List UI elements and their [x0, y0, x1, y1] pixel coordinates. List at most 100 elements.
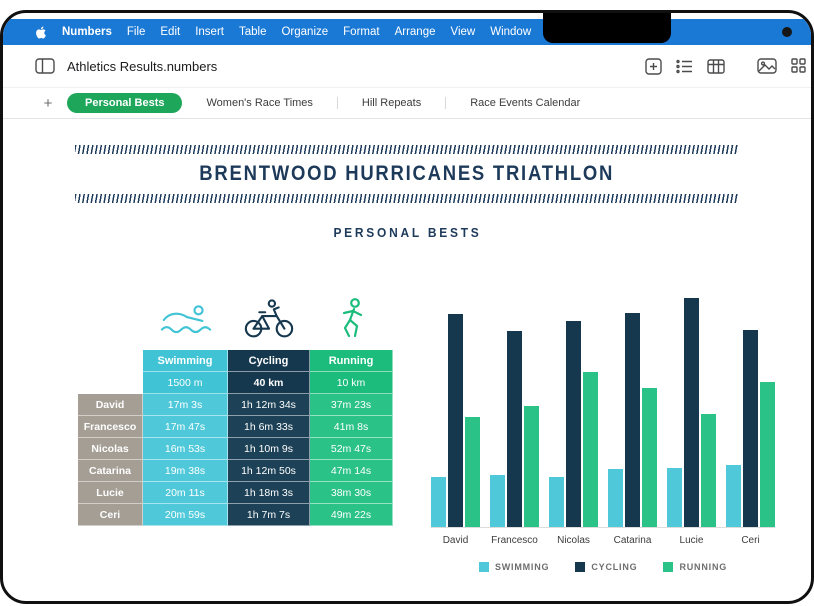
page-subtitle: PERSONAL BESTS [332, 225, 482, 240]
list-view-icon[interactable] [676, 59, 693, 74]
tab-personal-bests[interactable]: Personal Bests [67, 93, 183, 113]
value-cell-swimming[interactable]: 17m 47s [143, 416, 228, 438]
bar-cycling-catarina[interactable] [625, 313, 640, 527]
cycling-icon [242, 298, 296, 340]
bar-swimming-lucie[interactable] [667, 468, 682, 527]
bar-swimming-david[interactable] [431, 477, 446, 527]
menu-insert[interactable]: Insert [195, 26, 224, 38]
menu-format[interactable]: Format [343, 26, 380, 38]
value-cell-swimming[interactable]: 20m 59s [143, 504, 228, 526]
value-cell-cycling[interactable]: 1h 6m 33s [228, 416, 310, 438]
bar-cycling-ceri[interactable] [743, 330, 758, 527]
legend-label-swimming: SWIMMING [494, 562, 550, 572]
menu-numbers[interactable]: Numbers [62, 26, 112, 38]
page-title: BRENTWOOD HURRICANES TRIATHLON [199, 162, 615, 185]
row-name-cell[interactable]: David [78, 394, 143, 416]
row-name-cell[interactable]: Lucie [78, 482, 143, 504]
col-distance-swimming[interactable]: 1500 m [143, 372, 228, 394]
menu-arrange[interactable]: Arrange [394, 26, 436, 38]
legend-swatch-swimming [478, 562, 489, 572]
row-name-cell[interactable]: Ceri [78, 504, 143, 526]
row-name-cell[interactable]: Francesco [78, 416, 143, 438]
col-header-swimming[interactable]: Swimming [143, 350, 228, 372]
chart-xlabels: David Francesco Nicolas Catarina Lucie Ceri [431, 535, 775, 546]
table-row: Nicolas 16m 53s 1h 10m 9s 52m 47s [78, 438, 393, 460]
bar-group-david [431, 314, 480, 527]
chart-category-label: Nicolas [557, 535, 590, 546]
value-cell-running[interactable]: 37m 23s [310, 394, 393, 416]
value-cell-running[interactable]: 38m 30s [310, 482, 393, 504]
menu-edit[interactable]: Edit [160, 26, 181, 38]
sidebar-toggle-icon[interactable] [35, 58, 55, 74]
value-cell-swimming[interactable]: 19m 38s [143, 460, 228, 482]
bar-swimming-ceri[interactable] [726, 465, 741, 527]
table-row: Catarina 19m 38s 1h 12m 50s 47m 14s [78, 460, 393, 482]
toolbar: Athletics Results.numbers [3, 45, 811, 88]
bar-cycling-david[interactable] [448, 314, 463, 527]
row-name-cell[interactable]: Catarina [78, 460, 143, 482]
menu-bar: Numbers File Edit Insert Table Organize … [3, 19, 811, 45]
menu-table[interactable]: Table [238, 26, 267, 38]
personal-bests-table[interactable]: Swimming Cycling Running 1500 m 40 km 10… [78, 350, 393, 526]
legend-item-running: RUNNING [663, 562, 727, 572]
bar-swimming-nicolas[interactable] [549, 477, 564, 527]
bar-swimming-catarina[interactable] [608, 469, 623, 527]
col-distance-cycling[interactable]: 40 km [228, 372, 310, 394]
menu-view[interactable]: View [450, 26, 476, 38]
menu-organize[interactable]: Organize [281, 26, 329, 38]
tab-race-events-calendar[interactable]: Race Events Calendar [470, 97, 581, 109]
value-cell-swimming[interactable]: 20m 11s [143, 482, 228, 504]
bar-group-francesco [490, 331, 539, 527]
menu-window[interactable]: Window [490, 26, 532, 38]
value-cell-swimming[interactable]: 17m 3s [143, 394, 228, 416]
value-cell-cycling[interactable]: 1h 7m 7s [228, 504, 310, 526]
bar-running-david[interactable] [465, 417, 480, 527]
value-cell-swimming[interactable]: 16m 53s [143, 438, 228, 460]
legend-swatch-running [663, 562, 674, 572]
value-cell-cycling[interactable]: 1h 10m 9s [228, 438, 310, 460]
col-header-cycling[interactable]: Cycling [228, 350, 310, 372]
chart-category-label: Catarina [613, 535, 652, 546]
legend-label-running: RUNNING [679, 562, 728, 572]
bar-running-francesco[interactable] [524, 406, 539, 527]
value-cell-running[interactable]: 41m 8s [310, 416, 393, 438]
table-row: Ceri 20m 59s 1h 7m 7s 49m 22s [78, 504, 393, 526]
tab-womens-race-times[interactable]: Women's Race Times [206, 97, 313, 109]
legend-item-cycling: CYCLING [575, 562, 637, 572]
col-distance-running[interactable]: 10 km [310, 372, 393, 394]
bar-running-ceri[interactable] [760, 382, 775, 527]
value-cell-running[interactable]: 52m 47s [310, 438, 393, 460]
value-cell-running[interactable]: 49m 22s [310, 504, 393, 526]
decorative-hatch-bottom [75, 194, 739, 203]
bar-running-lucie[interactable] [701, 414, 716, 527]
bar-swimming-francesco[interactable] [490, 475, 505, 527]
row-name-cell[interactable]: Nicolas [78, 438, 143, 460]
bar-running-nicolas[interactable] [583, 372, 598, 527]
tab-divider [336, 97, 338, 109]
bar-cycling-lucie[interactable] [684, 298, 699, 527]
chart-plot [431, 292, 775, 528]
triathlon-bar-chart: David Francesco Nicolas Catarina Lucie Ceri S… [431, 292, 775, 572]
bar-group-nicolas [549, 321, 598, 527]
value-cell-cycling[interactable]: 1h 12m 50s [228, 460, 310, 482]
table-style-icon[interactable] [707, 58, 725, 74]
apple-logo-icon[interactable] [35, 26, 47, 39]
menu-file[interactable]: File [126, 26, 146, 38]
add-sheet-button[interactable]: + [43, 94, 53, 112]
bar-group-lucie [667, 298, 716, 527]
apps-grid-icon[interactable] [791, 58, 809, 74]
col-header-running[interactable]: Running [310, 350, 393, 372]
legend-swatch-cycling [575, 562, 586, 572]
bar-cycling-nicolas[interactable] [566, 321, 581, 527]
bar-running-catarina[interactable] [642, 388, 657, 527]
mac-screen: Numbers File Edit Insert Table Organize … [0, 10, 814, 604]
value-cell-cycling[interactable]: 1h 18m 3s [228, 482, 310, 504]
tab-hill-repeats[interactable]: Hill Repeats [361, 97, 422, 109]
value-cell-running[interactable]: 47m 14s [310, 460, 393, 482]
value-cell-cycling[interactable]: 1h 12m 34s [228, 394, 310, 416]
insert-plus-icon[interactable] [645, 57, 662, 75]
media-icon[interactable] [757, 58, 777, 74]
bar-cycling-francesco[interactable] [507, 331, 522, 527]
swimming-icon [159, 301, 213, 337]
table-row: David 17m 3s 1h 12m 34s 37m 23s [78, 394, 393, 416]
